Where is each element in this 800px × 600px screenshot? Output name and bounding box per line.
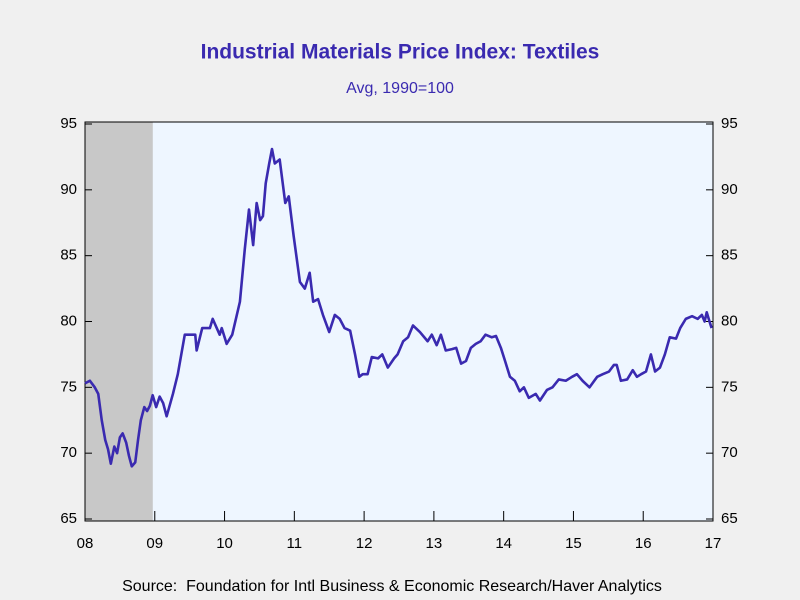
- y2-tick-label: 70: [721, 444, 738, 461]
- y2-tick-label: 75: [721, 378, 738, 395]
- y-tick-label: 70: [60, 444, 77, 461]
- series-line: [84, 147, 713, 468]
- recession-shade: [85, 122, 153, 521]
- y2-tick-label: 65: [721, 510, 738, 527]
- y2-tick-label: 95: [721, 115, 738, 132]
- y2-tick-label: 85: [721, 247, 738, 264]
- y-tick-label: 95: [60, 115, 77, 132]
- source-note: Source: Foundation for Intl Business & E…: [122, 578, 662, 595]
- y-tick-label: 85: [60, 247, 77, 264]
- y-tick-label: 90: [60, 181, 77, 198]
- x-tick-label: 15: [565, 535, 582, 552]
- x-tick-label: 10: [216, 535, 233, 552]
- x-tick-label: 13: [426, 535, 443, 552]
- x-tick-label: 12: [356, 535, 373, 552]
- y2-tick-label: 90: [721, 181, 738, 198]
- x-tick-label: 09: [146, 535, 163, 552]
- chart-title: Industrial Materials Price Index: Textil…: [201, 41, 600, 64]
- chart-subtitle: Avg, 1990=100: [346, 80, 454, 97]
- plot-area: [85, 122, 713, 521]
- x-tick-label: 11: [287, 535, 303, 552]
- y-tick-label: 80: [60, 312, 77, 329]
- y2-tick-label: 80: [721, 312, 738, 329]
- y-tick-label: 75: [60, 378, 77, 395]
- x-tick-label: 08: [77, 535, 94, 552]
- y-tick-label: 65: [60, 510, 77, 527]
- x-tick-label: 16: [635, 535, 652, 552]
- x-tick-label: 14: [495, 535, 512, 552]
- x-tick-label: 17: [705, 535, 722, 552]
